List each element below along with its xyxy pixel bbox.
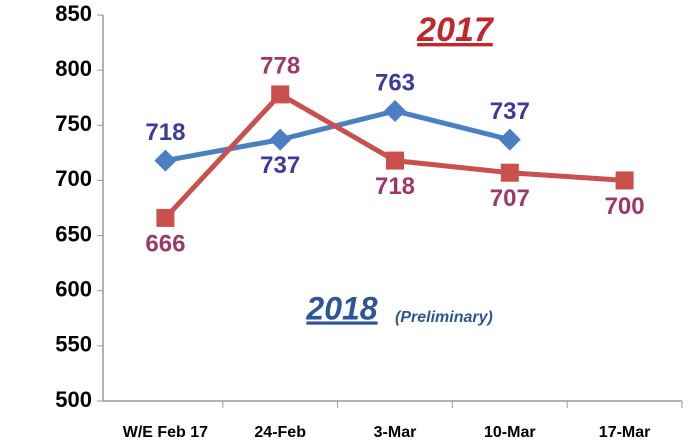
data-label: 707: [490, 185, 530, 212]
data-label: 737: [260, 152, 300, 179]
x-tick-label: 17-Mar: [599, 424, 651, 441]
x-tick-label: 24-Feb: [254, 424, 306, 441]
y-tick-label: 600: [55, 277, 92, 302]
series-line: [164, 108, 511, 164]
point-marker: [498, 128, 521, 151]
point-marker: [271, 85, 290, 104]
y-tick-label: 550: [55, 332, 92, 357]
y-tick-label: 800: [55, 56, 92, 81]
data-label: 718: [145, 119, 185, 146]
y-tick-label: 750: [55, 111, 92, 136]
point-marker: [615, 171, 634, 190]
series-label-2017: 2017: [416, 11, 495, 49]
point-marker: [500, 163, 519, 182]
data-label: 763: [375, 69, 415, 96]
x-tick-label: 10-Mar: [484, 424, 536, 441]
x-tick-label: 3-Mar: [374, 424, 417, 441]
y-tick-label: 650: [55, 221, 92, 246]
y-tick-label: 850: [55, 1, 92, 26]
annotation: (Preliminary): [395, 309, 493, 326]
point-marker: [386, 151, 404, 170]
point-marker: [269, 128, 292, 151]
point-marker: [156, 208, 175, 227]
data-label: 700: [605, 193, 645, 220]
data-label: 778: [260, 53, 300, 80]
x-tick-label: W/E Feb 17: [123, 424, 208, 441]
y-tick-label: 500: [55, 387, 92, 412]
point-marker: [154, 149, 177, 172]
y-tick-label: 700: [55, 166, 92, 191]
series-label-2018: 2018: [305, 290, 377, 326]
data-label: 666: [145, 230, 185, 257]
data-label: 718: [375, 173, 415, 200]
point-marker: [384, 99, 406, 122]
data-label: 737: [490, 98, 530, 125]
